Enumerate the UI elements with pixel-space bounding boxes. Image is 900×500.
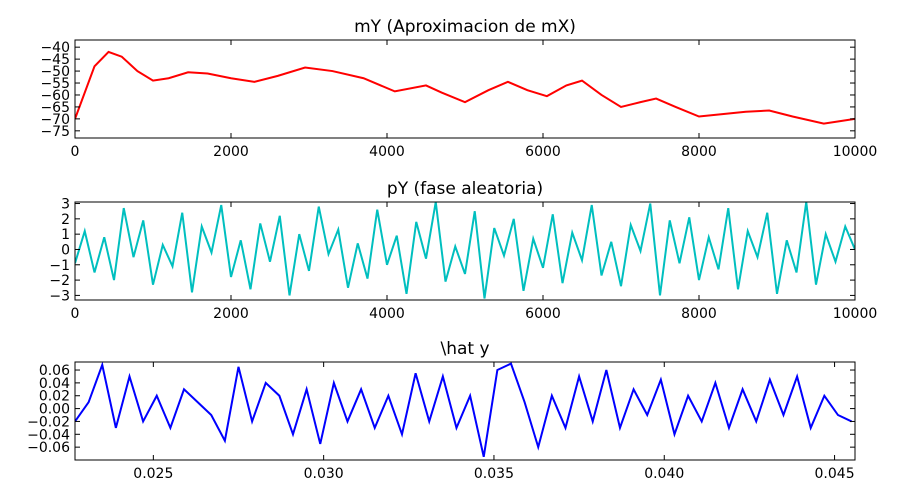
axes-frame — [74, 39, 856, 139]
x-tick-label: 0.030 — [304, 466, 344, 482]
x-tick-label: 2000 — [213, 144, 249, 160]
x-tick-label: 10000 — [833, 144, 878, 160]
x-tick-label: 0.035 — [474, 466, 514, 482]
x-tick-label: 0 — [71, 306, 80, 322]
data-line — [75, 362, 853, 458]
y-tick-label: 0.02 — [39, 389, 70, 405]
y-tick-label: −50 — [40, 64, 70, 80]
subplot: \hat y0.025 0.030 0.035 0.040 0.0450.060.040… — [27, 339, 856, 482]
y-tick-label: 3 — [61, 197, 70, 213]
axes-frame — [74, 201, 856, 301]
x-tick-label: 8000 — [681, 144, 717, 160]
y-tick-label: 2 — [61, 212, 70, 228]
y-tick-label: −0.06 — [27, 440, 70, 456]
x-tick-label: 0.025 — [133, 466, 173, 482]
y-tick-label: −1 — [49, 258, 70, 274]
y-tick-label: −45 — [40, 52, 70, 68]
y-tick-label: −3 — [49, 288, 70, 304]
x-tick-label: 0.040 — [644, 466, 684, 482]
y-tick-label: 1 — [61, 227, 70, 243]
chart-title: \hat y — [440, 339, 489, 359]
y-tick-label: −70 — [40, 112, 70, 128]
y-tick-label: −65 — [40, 100, 70, 116]
subplot: mY (Aproximacion de mX) 0 2000 4000 6000 8000… — [40, 17, 877, 160]
x-tick-label: 8000 — [681, 306, 717, 322]
y-tick-label: −0.04 — [27, 427, 70, 443]
chart-title: pY (fase aleatoria) — [387, 179, 543, 199]
y-tick-label: −60 — [40, 88, 70, 104]
data-line — [75, 202, 855, 299]
x-tick-label: 2000 — [213, 306, 249, 322]
y-tick-label: −55 — [40, 76, 70, 92]
subplot: pY (fase aleatoria) 0 2000 4000 6000 8000 1000… — [49, 179, 877, 322]
y-tick-label: 0 — [61, 242, 70, 258]
x-tick-label: 0.045 — [815, 466, 855, 482]
y-tick-label: −40 — [40, 40, 70, 56]
y-tick-label: 0.06 — [39, 363, 70, 379]
x-tick-label: 6000 — [525, 144, 561, 160]
x-tick-label: 4000 — [369, 144, 405, 160]
y-tick-label: −75 — [40, 124, 70, 140]
axes-frame — [74, 361, 856, 461]
y-tick-label: −2 — [49, 273, 70, 289]
x-tick-label: 0 — [71, 144, 80, 160]
y-tick-label: −0.02 — [27, 414, 70, 430]
chart-title: mY (Aproximacion de mX) — [354, 17, 576, 37]
y-tick-label: 0.00 — [39, 402, 70, 418]
y-tick-label: 0.04 — [39, 376, 70, 392]
x-tick-label: 10000 — [833, 306, 878, 322]
x-tick-label: 6000 — [525, 306, 561, 322]
x-tick-label: 4000 — [369, 306, 405, 322]
data-line — [75, 50, 855, 125]
